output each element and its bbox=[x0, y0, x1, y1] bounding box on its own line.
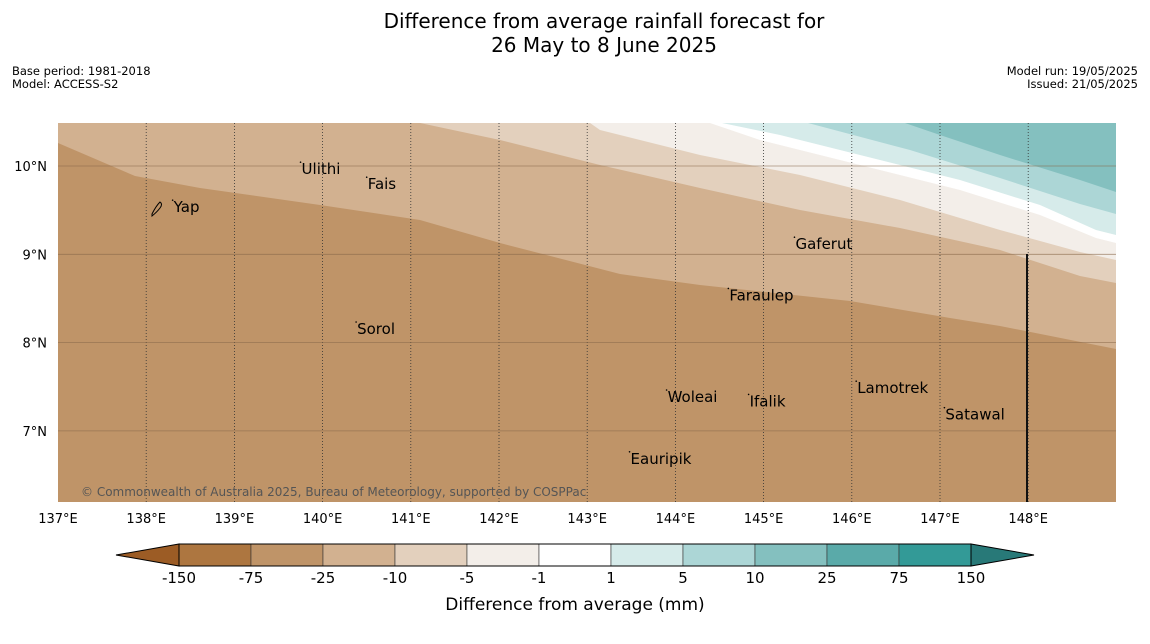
colorbar-segment bbox=[826, 543, 900, 567]
yap-island-shape bbox=[151, 201, 162, 218]
colorbar-segment bbox=[898, 543, 972, 567]
chart-title: Difference from average rainfall forecas… bbox=[0, 9, 1150, 57]
lon-tick-label: 145°E bbox=[744, 512, 784, 527]
colorbar-segment bbox=[322, 543, 396, 567]
colorbar-tick-label: -1 bbox=[532, 569, 547, 587]
colorbar-outline bbox=[178, 543, 972, 567]
colorbar-tick-label: 150 bbox=[957, 569, 986, 587]
island-dot bbox=[943, 406, 946, 409]
place-label-gaferut: Gaferut bbox=[795, 235, 852, 253]
colorbar-segment bbox=[466, 543, 540, 567]
colorbar-tick-label: 5 bbox=[678, 569, 688, 587]
lon-tick-label: 140°E bbox=[303, 512, 343, 527]
colorbar-segment bbox=[394, 543, 468, 567]
lon-tick-label: 147°E bbox=[920, 512, 960, 527]
colorbar-extend-min bbox=[115, 543, 180, 567]
colorbar-tick-label: -150 bbox=[162, 569, 196, 587]
colorbar-extend-max bbox=[970, 543, 1035, 567]
lon-tick-label: 137°E bbox=[38, 512, 78, 527]
colorbar-segment bbox=[610, 543, 684, 567]
map-gridlines bbox=[58, 123, 1116, 502]
colorbar-tick-label: 10 bbox=[745, 569, 764, 587]
place-label-faraulep: Faraulep bbox=[729, 286, 793, 304]
place-label-fais: Fais bbox=[368, 175, 397, 193]
colorbar-segment bbox=[682, 543, 756, 567]
colorbar-tick-label: -25 bbox=[311, 569, 336, 587]
axis-ticks: 137°E 138°E 139°E 140°E 141°E 142°E 143°E 144°E… bbox=[14, 160, 1048, 527]
place-label-ifalik: Ifalik bbox=[750, 392, 786, 410]
place-label-yap: Yap bbox=[173, 198, 200, 216]
colorbar-segment bbox=[754, 543, 828, 567]
map-field bbox=[58, 123, 1116, 502]
island-dot bbox=[855, 380, 858, 382]
island-dot bbox=[665, 389, 668, 391]
meta-left: Base period: 1981-2018 Model: ACCESS-S2 bbox=[12, 65, 151, 91]
colorbar-title: Difference from average (mm) bbox=[445, 595, 704, 615]
colorbar-segment bbox=[178, 543, 252, 567]
lon-tick-label: 141°E bbox=[391, 512, 431, 527]
lat-tick-label: 10°N bbox=[14, 160, 47, 175]
place-label-ulithi: Ulithi bbox=[302, 160, 341, 178]
island-dot bbox=[355, 321, 357, 323]
place-label-woleai: Woleai bbox=[668, 388, 718, 406]
place-label-eauripik: Eauripik bbox=[631, 450, 692, 468]
title-line-2: 26 May to 8 June 2025 bbox=[491, 33, 717, 57]
base-period: Base period: 1981-2018 bbox=[12, 64, 151, 78]
lon-tick-label: 142°E bbox=[479, 512, 519, 527]
lon-tick-label: 139°E bbox=[215, 512, 255, 527]
lon-tick-label: 148°E bbox=[1008, 512, 1048, 527]
lat-tick-label: 8°N bbox=[23, 337, 48, 352]
meta-right: Model run: 19/05/2025 Issued: 21/05/2025 bbox=[1007, 65, 1138, 91]
island-dot bbox=[727, 287, 730, 290]
model-name: Model: ACCESS-S2 bbox=[12, 77, 119, 91]
lat-tick-label: 7°N bbox=[23, 425, 48, 440]
lon-tick-label: 143°E bbox=[567, 512, 607, 527]
place-labels: Yap Ulithi Fais Gaferut Faraulep Sorol Woleai I… bbox=[151, 160, 1005, 468]
colorbar-tick-label: 25 bbox=[817, 569, 836, 587]
place-label-lamotrek: Lamotrek bbox=[857, 379, 928, 397]
band-plus10-to-plus25 bbox=[905, 123, 1116, 192]
place-label-sorol: Sorol bbox=[357, 320, 395, 338]
model-run: Model run: 19/05/2025 bbox=[1006, 64, 1138, 78]
colorbar-tick-label: 75 bbox=[889, 569, 908, 587]
lon-tick-label: 138°E bbox=[126, 512, 166, 527]
lon-tick-label: 144°E bbox=[656, 512, 696, 527]
colorbar-segment bbox=[538, 543, 612, 567]
island-dot bbox=[747, 393, 750, 396]
island-dot bbox=[628, 451, 631, 453]
lon-tick-label: 146°E bbox=[832, 512, 872, 527]
colorbar-tick-label: -5 bbox=[460, 569, 475, 587]
colorbar-tick-label: -10 bbox=[383, 569, 408, 587]
place-label-satawal: Satawal bbox=[945, 406, 1004, 424]
island-dot bbox=[793, 236, 796, 239]
colorbar-tick-label: 1 bbox=[606, 569, 616, 587]
issued-date: Issued: 21/05/2025 bbox=[1027, 77, 1138, 91]
colorbar-segment bbox=[250, 543, 324, 567]
island-dot bbox=[365, 176, 368, 178]
colorbar-tick-label: -75 bbox=[239, 569, 264, 587]
island-dot bbox=[299, 161, 302, 163]
island-dot bbox=[171, 199, 174, 201]
copyright-notice: © Commonwealth of Australia 2025, Bureau… bbox=[81, 485, 586, 499]
title-line-1: Difference from average rainfall forecas… bbox=[383, 9, 825, 33]
colorbar: -150 -75 -25 -10 -5 -1 1 5 10 25 75 150 bbox=[115, 543, 1035, 587]
lat-tick-label: 9°N bbox=[23, 248, 48, 263]
